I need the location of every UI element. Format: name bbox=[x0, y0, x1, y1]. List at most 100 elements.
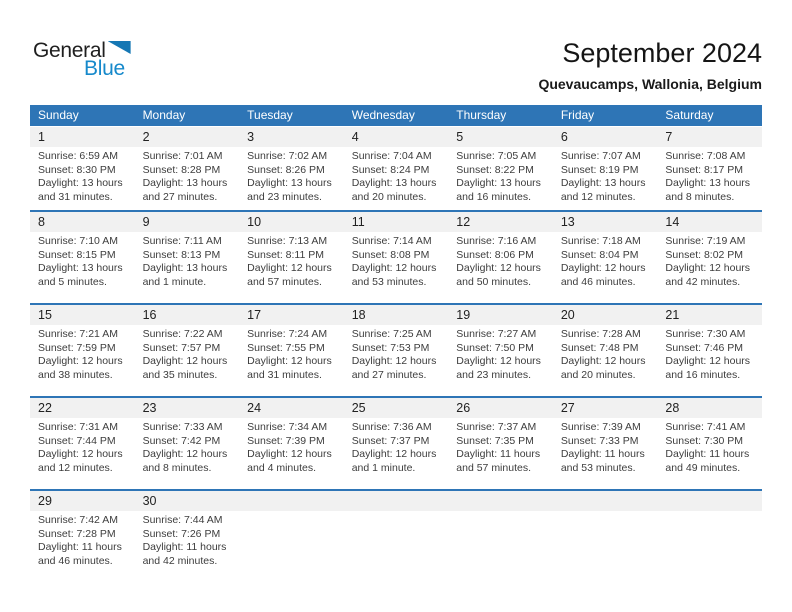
day-cell[interactable]: 7 Sunrise: 7:08 AM Sunset: 8:17 PM Daylight… bbox=[657, 127, 762, 210]
sunrise-text: Sunrise: 7:44 AM bbox=[142, 514, 223, 526]
sunset-text: Sunset: 8:11 PM bbox=[247, 248, 324, 261]
sunset-text: Sunset: 7:50 PM bbox=[456, 341, 534, 354]
day-details: Sunrise: 7:13 AM Sunset: 8:11 PM Daylight:… bbox=[239, 232, 344, 295]
day-number: 13 bbox=[552, 212, 658, 232]
empty-day-cell bbox=[448, 491, 553, 582]
day-cell[interactable]: 20 Sunrise: 7:28 AM Sunset: 7:48 PM Dayligh… bbox=[552, 305, 658, 396]
sunset-text: Sunset: 8:06 PM bbox=[456, 248, 534, 261]
day-cell[interactable]: 21 Sunrise: 7:30 AM Sunset: 7:46 PM Dayligh… bbox=[657, 305, 762, 396]
sunset-text: Sunset: 8:26 PM bbox=[247, 163, 325, 176]
day-cell[interactable]: 1 Sunrise: 6:59 AM Sunset: 8:30 PM Daylight… bbox=[30, 127, 135, 210]
day-cell[interactable]: 22 Sunrise: 7:31 AM Sunset: 7:44 PM Dayligh… bbox=[30, 398, 135, 489]
day-cell[interactable]: 25 Sunrise: 7:36 AM Sunset: 7:37 PM Dayligh… bbox=[343, 398, 449, 489]
daylight-text: Daylight: 12 hours and 20 minutes. bbox=[560, 355, 646, 381]
week-row: 29 Sunrise: 7:42 AM Sunset: 7:28 PM Dayligh… bbox=[30, 489, 762, 582]
sunset-text: Sunset: 7:57 PM bbox=[142, 341, 221, 354]
day-cell[interactable]: 30 Sunrise: 7:44 AM Sunset: 7:26 PM Dayligh… bbox=[134, 491, 240, 582]
week-row: 15 Sunrise: 7:21 AM Sunset: 7:59 PM Dayligh… bbox=[30, 303, 762, 396]
day-cell[interactable]: 18 Sunrise: 7:25 AM Sunset: 7:53 PM Dayligh… bbox=[343, 305, 449, 396]
day-number: 18 bbox=[343, 305, 449, 325]
day-details: Sunrise: 7:33 AM Sunset: 7:42 PM Daylight:… bbox=[135, 418, 240, 481]
calendar-weeks: 1 Sunrise: 6:59 AM Sunset: 8:30 PM Daylight… bbox=[30, 127, 762, 582]
day-number: 20 bbox=[552, 305, 658, 325]
day-cell[interactable]: 8 Sunrise: 7:10 AM Sunset: 8:15 PM Daylight… bbox=[30, 212, 135, 303]
empty-day-cell bbox=[239, 491, 344, 582]
day-cell[interactable]: 26 Sunrise: 7:37 AM Sunset: 7:35 PM Dayligh… bbox=[448, 398, 553, 489]
week-row: 1 Sunrise: 6:59 AM Sunset: 8:30 PM Daylight… bbox=[30, 127, 762, 210]
day-number: 9 bbox=[134, 212, 240, 232]
day-number: 27 bbox=[552, 398, 658, 418]
day-details bbox=[553, 511, 658, 520]
day-cell[interactable]: 6 Sunrise: 7:07 AM Sunset: 8:19 PM Daylight… bbox=[552, 127, 658, 210]
sunrise-text: Sunrise: 7:24 AM bbox=[247, 328, 328, 340]
day-number bbox=[552, 491, 658, 511]
day-cell[interactable]: 10 Sunrise: 7:13 AM Sunset: 8:11 PM Dayligh… bbox=[239, 212, 344, 303]
daylight-text: Daylight: 13 hours and 27 minutes. bbox=[142, 177, 228, 203]
day-cell[interactable]: 3 Sunrise: 7:02 AM Sunset: 8:26 PM Daylight… bbox=[239, 127, 344, 210]
daylight-text: Daylight: 11 hours and 42 minutes. bbox=[142, 541, 227, 567]
day-number: 12 bbox=[448, 212, 553, 232]
day-cell[interactable]: 16 Sunrise: 7:22 AM Sunset: 7:57 PM Dayligh… bbox=[134, 305, 240, 396]
daylight-text: Daylight: 12 hours and 50 minutes. bbox=[456, 262, 541, 288]
day-details: Sunrise: 7:01 AM Sunset: 8:28 PM Daylight:… bbox=[135, 147, 240, 210]
sunrise-text: Sunrise: 7:05 AM bbox=[456, 150, 537, 162]
day-details: Sunrise: 7:27 AM Sunset: 7:50 PM Daylight:… bbox=[448, 325, 553, 388]
day-cell[interactable]: 15 Sunrise: 7:21 AM Sunset: 7:59 PM Dayligh… bbox=[30, 305, 135, 396]
sunrise-text: Sunrise: 7:02 AM bbox=[247, 150, 328, 162]
day-cell[interactable]: 9 Sunrise: 7:11 AM Sunset: 8:13 PM Daylight… bbox=[134, 212, 240, 303]
weekday-header: Monday bbox=[142, 108, 186, 122]
day-cell[interactable]: 27 Sunrise: 7:39 AM Sunset: 7:33 PM Dayligh… bbox=[552, 398, 658, 489]
day-details: Sunrise: 7:24 AM Sunset: 7:55 PM Daylight:… bbox=[239, 325, 344, 388]
daylight-text: Daylight: 13 hours and 8 minutes. bbox=[665, 177, 751, 203]
day-cell[interactable]: 12 Sunrise: 7:16 AM Sunset: 8:06 PM Dayligh… bbox=[448, 212, 553, 303]
day-cell[interactable]: 14 Sunrise: 7:19 AM Sunset: 8:02 PM Dayligh… bbox=[657, 212, 762, 303]
day-cell[interactable]: 13 Sunrise: 7:18 AM Sunset: 8:04 PM Dayligh… bbox=[552, 212, 658, 303]
day-cell[interactable]: 23 Sunrise: 7:33 AM Sunset: 7:42 PM Dayligh… bbox=[134, 398, 240, 489]
sunrise-text: Sunrise: 7:19 AM bbox=[665, 235, 746, 247]
day-number: 14 bbox=[657, 212, 762, 232]
day-cell[interactable]: 24 Sunrise: 7:34 AM Sunset: 7:39 PM Dayligh… bbox=[239, 398, 344, 489]
day-cell[interactable]: 28 Sunrise: 7:41 AM Sunset: 7:30 PM Dayligh… bbox=[657, 398, 762, 489]
sunset-text: Sunset: 8:02 PM bbox=[665, 248, 744, 261]
day-number: 30 bbox=[134, 491, 240, 511]
weekday-header: Wednesday bbox=[351, 108, 415, 122]
daylight-text: Daylight: 12 hours and 27 minutes. bbox=[351, 355, 437, 381]
sunrise-text: Sunrise: 7:31 AM bbox=[38, 421, 118, 433]
day-number: 16 bbox=[134, 305, 240, 325]
weekday-header: Tuesday bbox=[247, 108, 293, 122]
day-number: 15 bbox=[30, 305, 135, 325]
empty-day-cell bbox=[343, 491, 449, 582]
title-block: September 2024 Quevaucamps, Wallonia, Be… bbox=[538, 38, 762, 92]
sunrise-text: Sunrise: 7:37 AM bbox=[456, 421, 537, 433]
day-cell[interactable]: 17 Sunrise: 7:24 AM Sunset: 7:55 PM Dayligh… bbox=[239, 305, 344, 396]
daylight-text: Daylight: 12 hours and 1 minute. bbox=[351, 448, 437, 474]
day-cell[interactable]: 2 Sunrise: 7:01 AM Sunset: 8:28 PM Daylight… bbox=[134, 127, 240, 210]
day-cell[interactable]: 11 Sunrise: 7:14 AM Sunset: 8:08 PM Dayligh… bbox=[343, 212, 449, 303]
sunset-text: Sunset: 8:04 PM bbox=[560, 248, 639, 261]
daylight-text: Daylight: 12 hours and 38 minutes. bbox=[38, 355, 123, 381]
sunset-text: Sunset: 7:37 PM bbox=[351, 434, 430, 447]
day-number bbox=[343, 491, 449, 511]
daylight-text: Daylight: 12 hours and 31 minutes. bbox=[247, 355, 332, 381]
day-number: 23 bbox=[134, 398, 240, 418]
day-cell[interactable]: 5 Sunrise: 7:05 AM Sunset: 8:22 PM Daylight… bbox=[448, 127, 553, 210]
day-details: Sunrise: 7:21 AM Sunset: 7:59 PM Daylight:… bbox=[30, 325, 135, 388]
day-cell[interactable]: 19 Sunrise: 7:27 AM Sunset: 7:50 PM Dayligh… bbox=[448, 305, 553, 396]
day-number: 17 bbox=[239, 305, 344, 325]
sunrise-text: Sunrise: 7:21 AM bbox=[38, 328, 118, 340]
sunset-text: Sunset: 8:17 PM bbox=[665, 163, 744, 176]
day-details: Sunrise: 7:08 AM Sunset: 8:17 PM Daylight:… bbox=[657, 147, 762, 210]
general-blue-logo: General Blue bbox=[33, 40, 131, 79]
sunset-text: Sunset: 7:53 PM bbox=[351, 341, 430, 354]
sunrise-text: Sunrise: 7:10 AM bbox=[38, 235, 118, 247]
day-number: 29 bbox=[30, 491, 135, 511]
sunrise-text: Sunrise: 7:25 AM bbox=[351, 328, 432, 340]
day-details: Sunrise: 6:59 AM Sunset: 8:30 PM Daylight:… bbox=[30, 147, 135, 210]
daylight-text: Daylight: 12 hours and 42 minutes. bbox=[665, 262, 751, 288]
day-cell[interactable]: 29 Sunrise: 7:42 AM Sunset: 7:28 PM Dayligh… bbox=[30, 491, 135, 582]
sunrise-text: Sunrise: 7:42 AM bbox=[38, 514, 118, 526]
day-number: 6 bbox=[552, 127, 658, 147]
day-cell[interactable]: 4 Sunrise: 7:04 AM Sunset: 8:24 PM Daylight… bbox=[343, 127, 449, 210]
sunrise-text: Sunrise: 7:08 AM bbox=[665, 150, 746, 162]
